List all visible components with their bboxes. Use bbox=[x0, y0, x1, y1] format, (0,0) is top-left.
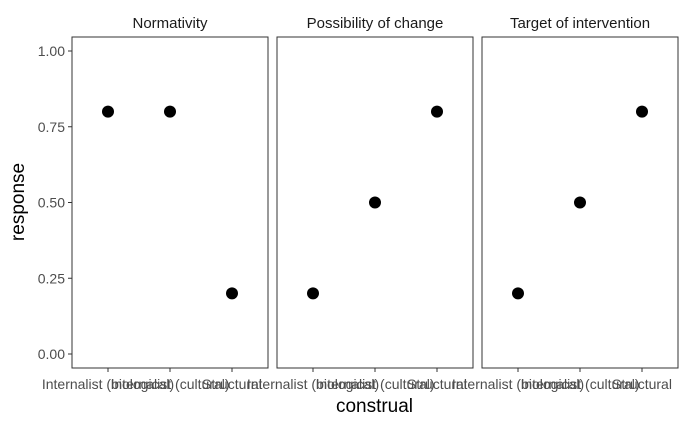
data-point bbox=[102, 105, 114, 118]
panel-frame bbox=[71, 36, 269, 369]
y-tick-label: 1.00 bbox=[38, 43, 65, 59]
x-tick-label: Structural bbox=[407, 376, 467, 392]
x-tick-label: Structural bbox=[202, 376, 262, 392]
y-axis-title: response bbox=[8, 163, 29, 241]
y-tick-label: 0.25 bbox=[38, 270, 65, 286]
x-axis-title: construal bbox=[336, 396, 413, 417]
panel: Target of intervention Internalist (biolo… bbox=[452, 15, 679, 392]
data-point bbox=[307, 287, 319, 300]
data-point bbox=[164, 105, 176, 118]
x-tick-label: Internalist (cultural) bbox=[520, 376, 639, 392]
y-tick-label: 0.00 bbox=[38, 346, 65, 362]
y-axis: 0.00 0.25 0.50 0.75 1.00 bbox=[38, 43, 72, 362]
data-point bbox=[369, 196, 381, 209]
x-tick-label: Internalist (biological) bbox=[42, 376, 174, 392]
panel: Possibility of change Internalist (biolog… bbox=[247, 15, 474, 392]
data-point bbox=[574, 196, 586, 209]
data-point bbox=[512, 287, 524, 300]
x-tick-label: Internalist (biological) bbox=[247, 376, 379, 392]
x-tick-label: Internalist (cultural) bbox=[110, 376, 229, 392]
panel-title: Target of intervention bbox=[510, 15, 650, 32]
y-tick-label: 0.50 bbox=[38, 195, 65, 211]
panel: Normativity Internalist (biological)Inter… bbox=[42, 15, 269, 392]
data-point bbox=[636, 105, 648, 118]
panel-title: Possibility of change bbox=[307, 15, 444, 32]
y-tick-label: 0.75 bbox=[38, 119, 65, 135]
x-tick-label: Internalist (cultural) bbox=[315, 376, 434, 392]
data-point bbox=[431, 105, 443, 118]
x-tick-label: Structural bbox=[612, 376, 672, 392]
data-point bbox=[226, 287, 238, 300]
x-tick-label: Internalist (biological) bbox=[452, 376, 584, 392]
panel-title: Normativity bbox=[132, 15, 208, 32]
